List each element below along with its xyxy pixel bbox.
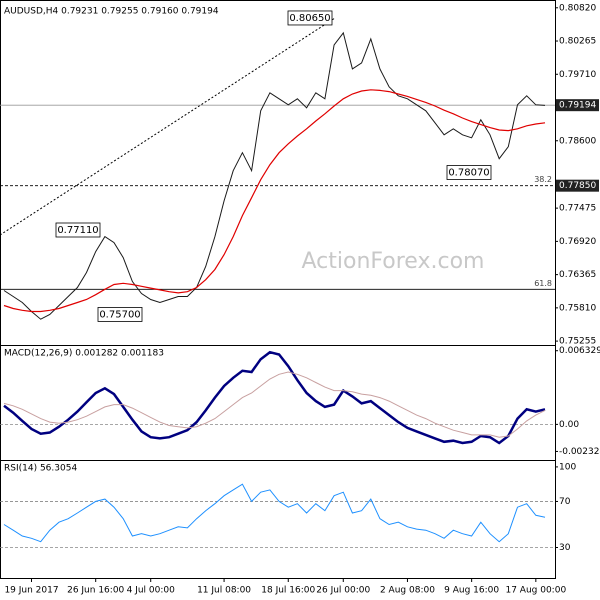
level-label: 61.8 xyxy=(534,279,552,288)
x-tick-label: 26 Jun 16:00 xyxy=(67,586,124,596)
price-box-label: 0.77850 xyxy=(559,181,596,191)
series-line xyxy=(3,350,546,445)
marker-box xyxy=(287,10,333,26)
series-line xyxy=(3,89,546,313)
macd-panel xyxy=(0,345,556,461)
y-tick-label: 0.006329 xyxy=(559,346,600,356)
series-line xyxy=(3,483,546,543)
y-tick-label: 30 xyxy=(559,543,571,553)
rsi-title: RSI(14) 56.3054 xyxy=(4,464,77,474)
y-tick-label: -0.002324 xyxy=(559,447,600,457)
series-line xyxy=(3,371,546,438)
price-box xyxy=(556,179,599,192)
y-tick-label: 100 xyxy=(559,462,576,472)
rsi-panel xyxy=(0,460,556,579)
x-tick-label: 2 Aug 08:00 xyxy=(380,586,435,596)
chart-title: AUDUSD,H4 0.79231 0.79255 0.79160 0.7919… xyxy=(4,7,219,17)
marker-label: 0.80650 xyxy=(289,13,330,24)
y-tick-label: 70 xyxy=(559,497,571,507)
x-tick-label: 11 Jul 08:00 xyxy=(197,586,251,596)
y-tick-label: 0.76365 xyxy=(559,270,596,280)
y-tick-label: 0.76920 xyxy=(559,237,596,247)
y-tick-label: 0.80265 xyxy=(559,37,596,47)
y-tick-label: 0.77475 xyxy=(559,204,596,214)
y-tick-label: 0.80820 xyxy=(559,3,596,13)
marker-box xyxy=(97,307,143,322)
marker-label: 0.77110 xyxy=(57,225,98,236)
trend-line xyxy=(0,17,336,236)
x-tick-label: 9 Aug 16:00 xyxy=(444,586,499,596)
price-box-label: 0.79194 xyxy=(559,101,596,111)
macd-title: MACD(12,26,9) 0.001282 0.001183 xyxy=(4,349,164,359)
marker-box xyxy=(55,222,101,238)
y-tick-label: 0.79710 xyxy=(559,70,596,80)
y-tick-label: 0.00 xyxy=(559,420,579,430)
marker-label: 0.78070 xyxy=(448,168,489,179)
x-tick-label: 4 Jul 00:00 xyxy=(127,586,176,596)
watermark: ActionForex.com xyxy=(302,249,485,274)
x-tick-label: 18 Jul 16:00 xyxy=(261,586,315,596)
x-tick-label: 26 Jul 00:00 xyxy=(316,586,370,596)
x-tick-label: 17 Aug 00:00 xyxy=(505,586,566,596)
y-tick-label: 0.78600 xyxy=(559,136,596,146)
marker-box xyxy=(446,165,492,180)
marker-label: 0.75700 xyxy=(99,309,140,320)
price-box xyxy=(556,99,599,112)
y-tick-label: 0.75255 xyxy=(559,337,596,347)
level-label: 38.2 xyxy=(534,175,552,184)
y-tick-label: 0.75810 xyxy=(559,303,596,313)
series-line xyxy=(3,31,546,320)
x-tick-label: 19 Jun 2017 xyxy=(4,586,58,596)
